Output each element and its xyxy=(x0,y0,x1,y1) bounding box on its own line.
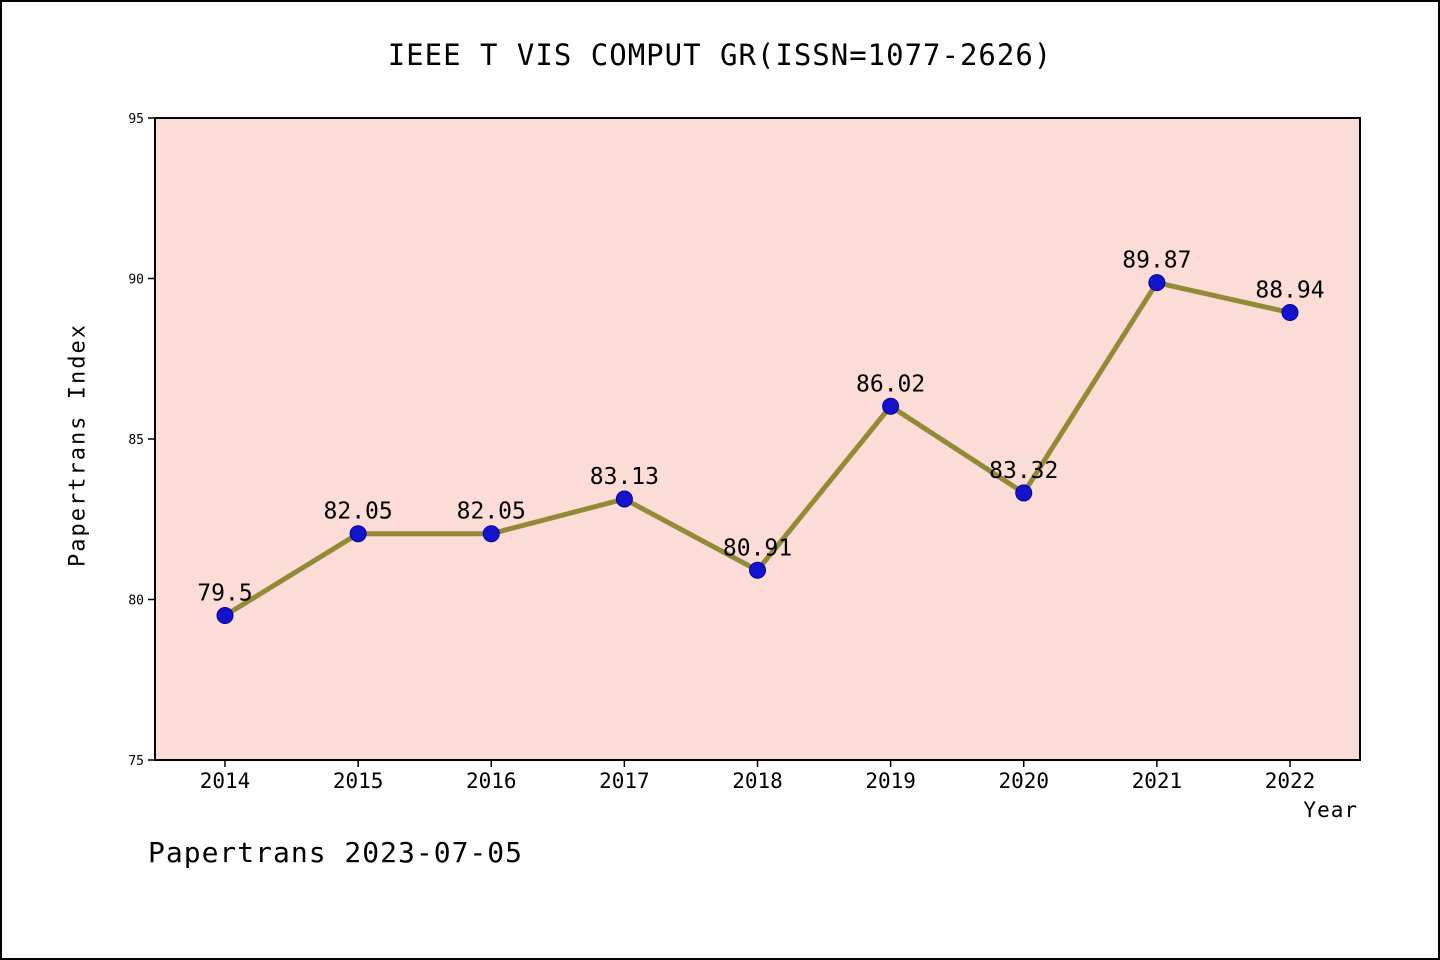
data-point-label: 82.05 xyxy=(457,499,526,525)
x-tick-label: 2020 xyxy=(998,769,1049,793)
y-tick-label: 90 xyxy=(128,273,144,288)
data-point-label: 80.91 xyxy=(723,535,792,561)
x-tick-label: 2019 xyxy=(865,769,916,793)
data-point xyxy=(749,561,766,579)
data-point-label: 82.05 xyxy=(324,499,393,525)
data-point xyxy=(349,525,367,543)
y-tick-label: 85 xyxy=(128,433,144,448)
data-point xyxy=(882,397,900,415)
chart-title: IEEE T VIS COMPUT GR(ISSN=1077-2626) xyxy=(387,38,1053,72)
x-tick-label: 2017 xyxy=(599,769,650,793)
data-point xyxy=(1281,304,1299,322)
data-point-label: 83.32 xyxy=(989,458,1058,484)
data-point-label: 89.87 xyxy=(1122,248,1191,274)
data-point-label: 88.94 xyxy=(1255,278,1324,304)
y-tick-label: 75 xyxy=(128,754,144,769)
plot-area xyxy=(154,117,1361,761)
x-axis-label: Year xyxy=(1303,798,1358,822)
x-tick-label: 2016 xyxy=(466,769,517,793)
y-tick-label: 95 xyxy=(128,112,144,127)
x-tick-label: 2015 xyxy=(333,769,384,793)
x-tick-label: 2022 xyxy=(1265,769,1316,793)
y-tick-label: 80 xyxy=(128,594,144,609)
footer-text: Papertrans 2023-07-05 xyxy=(148,836,524,869)
data-point xyxy=(482,525,500,543)
x-tick-label: 2014 xyxy=(200,769,251,793)
x-tick-label: 2018 xyxy=(732,769,783,793)
data-point xyxy=(1015,484,1033,502)
data-point xyxy=(1148,274,1166,292)
x-tick-label: 2021 xyxy=(1132,769,1183,793)
data-point-label: 86.02 xyxy=(856,371,925,397)
data-point xyxy=(216,607,234,625)
data-point xyxy=(615,490,633,508)
data-point-label: 79.5 xyxy=(197,581,252,607)
data-point-label: 83.13 xyxy=(590,464,659,490)
